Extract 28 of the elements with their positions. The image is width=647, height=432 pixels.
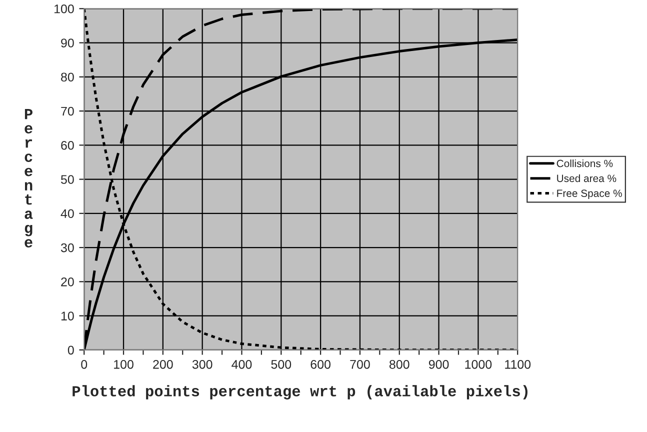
x-tick-label: 100 xyxy=(114,360,134,369)
x-tick-label: 200 xyxy=(153,360,173,369)
x-tick-label: 800 xyxy=(389,360,410,369)
y-tick-label: 50 xyxy=(60,175,74,184)
legend-label: Used area % xyxy=(557,174,616,182)
y-tick-label: 60 xyxy=(61,140,74,150)
x-axis-title: Plotted points percentage wrt p (available pixels) xyxy=(72,385,528,400)
x-tick-label: 900 xyxy=(428,360,449,369)
x-tick-label: 1000 xyxy=(465,360,492,369)
x-tick-label: 600 xyxy=(310,360,330,369)
text: Percentage xyxy=(24,109,33,248)
x-tick-label: 300 xyxy=(192,360,212,369)
x-tick-label: 400 xyxy=(232,360,252,369)
x-tick-label: 700 xyxy=(350,360,370,369)
y-tick-label: 80 xyxy=(61,72,74,82)
y-tick-label: 100 xyxy=(54,4,74,14)
x-tick-label: 0 xyxy=(81,360,88,369)
legend-label: Collisions % xyxy=(556,160,613,168)
y-tick-label: 90 xyxy=(61,38,74,48)
y-tick-label: 40 xyxy=(60,209,74,218)
x-tick-label: 1100 xyxy=(505,360,531,369)
y-tick-label: 70 xyxy=(61,106,74,116)
y-tick-label: 10 xyxy=(61,312,74,320)
y-tick-label: 30 xyxy=(60,243,74,252)
y-tick-label: 20 xyxy=(61,277,74,286)
y-tick-label: 0 xyxy=(68,346,74,355)
legend-label: Free Space % xyxy=(557,190,622,200)
x-tick-label: 500 xyxy=(271,360,292,369)
